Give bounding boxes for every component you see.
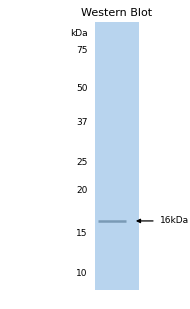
Text: Western Blot: Western Blot (81, 8, 152, 18)
Text: 16kDa: 16kDa (160, 216, 189, 226)
Text: 50: 50 (76, 83, 87, 93)
Text: kDa: kDa (70, 29, 87, 38)
Text: 20: 20 (76, 185, 87, 195)
Text: 75: 75 (76, 46, 87, 56)
Text: 25: 25 (76, 158, 87, 167)
Bar (95, 22, 139, 290)
Text: 37: 37 (76, 117, 87, 127)
Text: 15: 15 (76, 229, 87, 238)
Text: 10: 10 (76, 269, 87, 278)
